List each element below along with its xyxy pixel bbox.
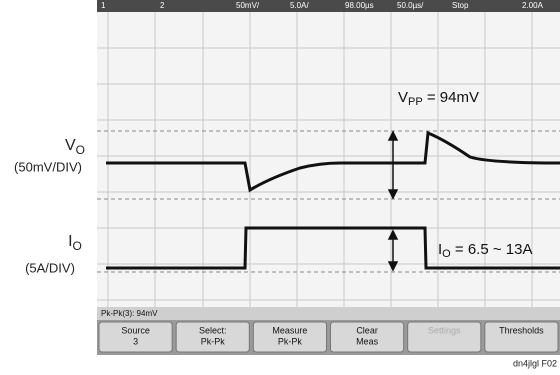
status-text: 5.0A/ [290,1,309,10]
status-bar [97,0,560,12]
measurement: Pk-Pk(3): 94mV [101,309,158,318]
status-text: 1 [101,1,106,10]
label-main: V [65,137,76,154]
vo-label: VO [65,137,85,157]
annotation-sub: PP [408,96,423,108]
softkey-line2: Pk-Pk [201,336,226,346]
annotation-main: V [398,89,408,106]
softkey-line1: Thresholds [499,325,544,335]
softkey-line1: Source [121,325,150,335]
status-text: 2.00A [522,1,544,10]
measurement-bar [97,307,560,320]
vo-scale: (50mV/DIV) [14,159,82,174]
softkey-line1: Clear [356,325,378,335]
softkey-line1: Select: [199,325,227,335]
status-text: 50mV/ [236,1,260,10]
softkey-line2: 3 [133,336,138,346]
io-annotation: IO = 6.5 ~ 13A [438,241,532,260]
label-sub: O [76,143,85,157]
status-text: 2 [160,1,165,10]
softkey-line2: Meas [356,336,379,346]
softkey-line1: Settings [428,325,461,335]
io-scale: (5A/DIV) [25,260,75,275]
io-label: IO [68,233,82,253]
label-sub: O [73,239,82,253]
status-text: Stop [452,1,469,10]
screenshot: 1 2 50mV/ 5.0A/ 98.00µs 50.0µs/ Stop 2.0… [0,0,560,370]
softkey-line1: Measure [272,325,307,335]
annotation-rest: = 94mV [423,89,479,106]
annotation-rest: = 6.5 ~ 13A [451,241,533,258]
figure-id: dn4jlgl F02 [513,358,557,368]
status-text: 50.0µs/ [397,1,424,10]
softkey-line2: Pk-Pk [278,336,303,346]
status-text: 98.00µs [345,1,374,10]
